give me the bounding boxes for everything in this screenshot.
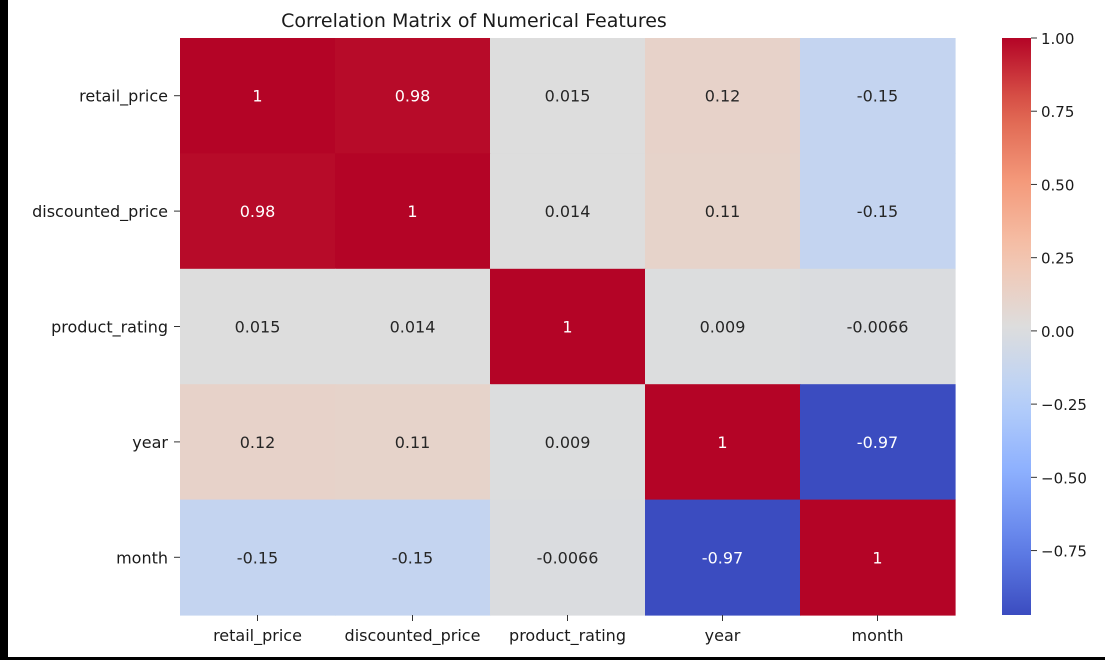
y-axis: retail_price discounted_price product_rati… [32, 87, 180, 567]
y-tick-label: year [132, 433, 168, 452]
heatmap-cell [335, 384, 491, 501]
x-tick-label: month [852, 626, 904, 645]
colorbar-tick-label: 0.00 [1041, 323, 1074, 341]
cell-annotation: 0.014 [545, 202, 591, 221]
cell-annotations: 1 0.98 0.015 0.12 -0.15 0.98 1 0.014 0.11 -0.15 0.… [235, 87, 909, 568]
y-tick-label: discounted_price [32, 202, 168, 222]
heatmap-cell [645, 38, 801, 154]
cell-annotation: 0.12 [240, 433, 276, 452]
cell-annotation: 1 [872, 548, 882, 567]
cell-annotation: -0.15 [237, 548, 278, 567]
heatmap-cell [800, 384, 956, 501]
heatmap-cell [335, 499, 491, 616]
cell-annotation: 0.009 [545, 433, 591, 452]
x-tick-label: retail_price [213, 626, 302, 646]
heatmap-cell [180, 153, 336, 270]
colorbar-tick-label: 0.25 [1041, 250, 1074, 268]
heatmap-cell [800, 153, 956, 270]
heatmap-cell [800, 499, 956, 616]
cell-annotation: -0.0066 [847, 318, 909, 337]
y-tick-label: product_rating [51, 318, 168, 338]
heatmap-cell [180, 499, 336, 616]
cell-annotation: 0.98 [240, 202, 276, 221]
x-tick-label: discounted_price [345, 626, 481, 646]
heatmap-cell [180, 268, 336, 385]
heatmap-cell [645, 153, 801, 270]
colorbar-body [1002, 38, 1031, 615]
cell-annotation: 0.015 [235, 318, 281, 337]
heatmap-cell [800, 268, 956, 385]
cell-annotation: 1 [407, 202, 417, 221]
heatmap-cell [180, 38, 336, 154]
cell-annotation: -0.15 [857, 202, 898, 221]
cell-annotation: 1 [562, 318, 572, 337]
cell-annotation: 0.12 [705, 87, 741, 106]
colorbar-tick-label: 0.50 [1041, 176, 1074, 194]
cell-annotation: 0.015 [545, 87, 591, 106]
heatmap-cell [490, 384, 646, 501]
colorbar-tick-label: 0.75 [1041, 103, 1074, 121]
cell-annotation: 1 [252, 87, 262, 106]
cell-annotation: 0.11 [705, 202, 741, 221]
cell-annotation: 0.98 [395, 87, 431, 106]
cell-annotation: 1 [717, 433, 727, 452]
cell-annotation: 0.11 [395, 433, 431, 452]
heatmap-cell [335, 153, 491, 270]
heatmap-cell [335, 268, 491, 385]
chart-frame: Correlation Matrix of Numerical Features… [8, 0, 1105, 657]
y-tick-label: month [116, 548, 168, 567]
heatmap-cell [490, 38, 646, 154]
heatmap-cell [180, 384, 336, 501]
colorbar: 1.00 0.75 0.50 0.25 0.00 −0.25 −0.50 −0.75 [1002, 30, 1087, 615]
cell-annotation: -0.97 [857, 433, 898, 452]
heatmap-cell [335, 38, 491, 154]
heatmap-cell [800, 38, 956, 154]
x-axis: retail_price discounted_price product_rati… [213, 615, 903, 646]
x-tick-label: year [705, 626, 741, 645]
y-tick-label: retail_price [79, 87, 168, 107]
cell-annotation: -0.15 [392, 548, 433, 567]
colorbar-tick-label: −0.50 [1041, 469, 1087, 487]
heatmap-cell [645, 499, 801, 616]
chart-title: Correlation Matrix of Numerical Features [281, 10, 667, 32]
colorbar-tick-label: −0.25 [1041, 396, 1087, 414]
heatmap-chart: Correlation Matrix of Numerical Features… [32, 10, 1087, 646]
colorbar-tick-label: −0.75 [1041, 543, 1087, 561]
heatmap-cells [180, 38, 956, 616]
cell-annotation: -0.15 [857, 87, 898, 106]
cell-annotation: 0.009 [700, 318, 746, 337]
heatmap-cell [645, 268, 801, 385]
heatmap-cell [645, 384, 801, 501]
x-tick-label: product_rating [509, 626, 626, 646]
colorbar-tick-label: 1.00 [1041, 30, 1074, 48]
heatmap-cell [490, 268, 646, 385]
heatmap-cell [490, 153, 646, 270]
cell-annotation: 0.014 [390, 318, 436, 337]
heatmap-cell [490, 499, 646, 616]
cell-annotation: -0.97 [702, 548, 743, 567]
cell-annotation: -0.0066 [537, 548, 599, 567]
